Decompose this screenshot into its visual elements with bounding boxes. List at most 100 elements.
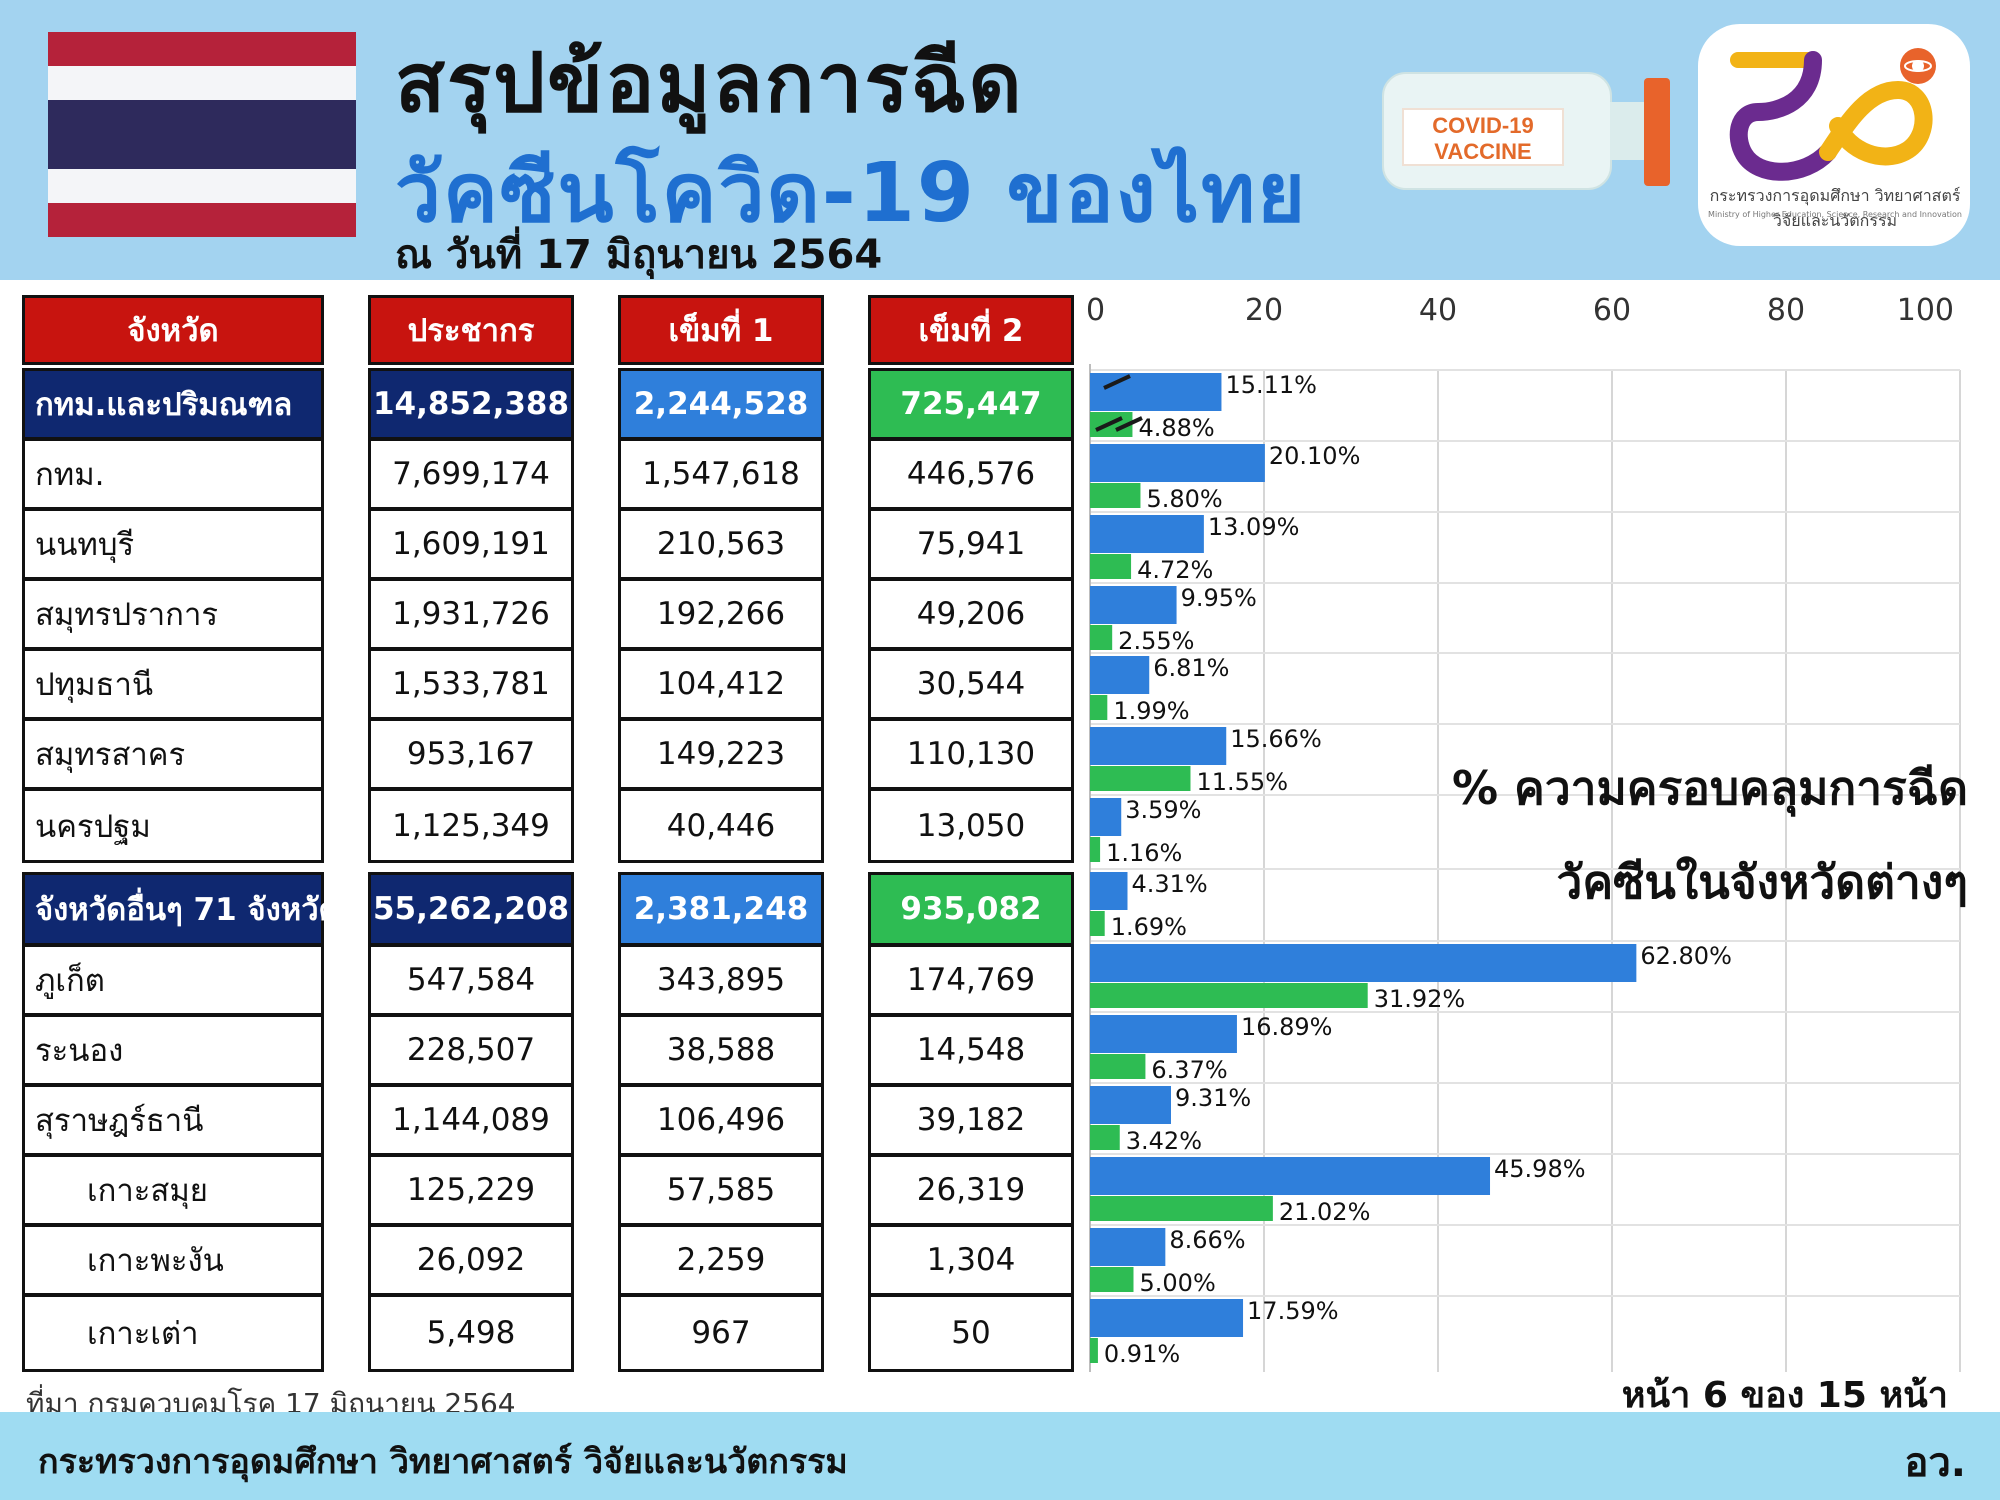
dose2-value: 935,082 xyxy=(868,872,1074,946)
mhesi-logo-icon xyxy=(1729,48,1936,181)
bar-dose2 xyxy=(1090,1338,1098,1363)
bar-dose2 xyxy=(1090,1054,1146,1079)
bar-dose1 xyxy=(1090,515,1204,553)
footer-bar: กระทรวงการอุดมศึกษา วิทยาศาสตร์ วิจัยและ… xyxy=(0,1412,2000,1500)
data-label-dose2: 4.88% xyxy=(1138,414,1214,442)
bar-dose2 xyxy=(1090,983,1368,1008)
dose2-value: 49,206 xyxy=(868,578,1074,650)
footer-ministry-abbr: อว. xyxy=(1904,1440,1966,1486)
dose2-value: 446,576 xyxy=(868,438,1074,510)
dose1-value: 1,547,618 xyxy=(618,438,824,510)
logo-ministry-name-en: Ministry of Higher Education, Science, R… xyxy=(1708,210,1962,219)
population-value: 26,092 xyxy=(368,1224,574,1296)
dose2-value: 725,447 xyxy=(868,368,1074,440)
province-name: สมุทรสาคร xyxy=(22,718,324,790)
bar-dose2 xyxy=(1090,766,1191,791)
population-value: 1,144,089 xyxy=(368,1084,574,1156)
bar-dose1 xyxy=(1090,872,1128,910)
data-label-dose2: 5.80% xyxy=(1146,485,1222,513)
bar-dose1 xyxy=(1090,727,1227,765)
population-value: 14,852,388 xyxy=(368,368,574,440)
x-tick-label: 40 xyxy=(1419,293,1457,328)
data-label-dose2: 21.02% xyxy=(1279,1198,1371,1226)
title-line-2: วัคซีนโควิด-19 ของไทย xyxy=(395,146,1308,241)
province-name: จังหวัดอื่นๆ 71 จังหวัด xyxy=(22,872,339,946)
province-name: ปทุมธานี xyxy=(22,648,324,720)
data-label-dose1: 9.95% xyxy=(1181,584,1257,612)
dose2-value: 1,304 xyxy=(868,1224,1074,1296)
data-label-dose1: 3.59% xyxy=(1125,796,1201,824)
province-name: กทม. xyxy=(22,438,324,510)
population-value: 1,125,349 xyxy=(368,788,574,863)
population-value: 55,262,208 xyxy=(368,872,574,946)
bar-dose1 xyxy=(1090,586,1177,624)
province-name: สุราษฎร์ธานี xyxy=(22,1084,324,1156)
dose2-value: 174,769 xyxy=(868,944,1074,1016)
bar-dose2 xyxy=(1090,1125,1120,1150)
bar-dose1 xyxy=(1090,1299,1244,1337)
dose1-value: 38,588 xyxy=(618,1014,824,1086)
data-label-dose2: 6.37% xyxy=(1151,1056,1227,1084)
province-name: กทม.และปริมณฑล xyxy=(22,368,324,440)
ministry-logo: กระทรวงการอุดมศึกษา วิทยาศาสตร์ วิจัยและ… xyxy=(1698,24,1970,246)
chart-title-line2: วัคซีนในจังหวัดต่างๆ xyxy=(1556,855,1968,909)
column-header-dose2: เข็มที่ 2 xyxy=(868,295,1074,365)
bar-dose1 xyxy=(1090,1086,1171,1124)
data-label-dose2: 11.55% xyxy=(1196,768,1288,796)
bar-dose2 xyxy=(1090,1196,1273,1221)
dose1-value: 104,412 xyxy=(618,648,824,720)
dose2-value: 13,050 xyxy=(868,788,1074,863)
data-label-dose1: 62.80% xyxy=(1640,942,1732,970)
coverage-bar-chart: 0 20 40 60 80 100 15.11% 4.88% 20.10% 5.80%13.09%… xyxy=(1086,293,1961,1372)
population-value: 953,167 xyxy=(368,718,574,790)
data-label-dose1: 15.11% xyxy=(1225,371,1317,399)
column-header-population: ประชากร xyxy=(368,295,574,365)
bar-dose2 xyxy=(1090,554,1132,579)
bar-dose2 xyxy=(1090,837,1101,862)
bar-dose1 xyxy=(1090,1157,1491,1195)
data-label-dose1: 15.66% xyxy=(1230,725,1322,753)
dose2-value: 110,130 xyxy=(868,718,1074,790)
title-line-1: สรุปข้อมูลการฉีด xyxy=(395,36,1024,131)
data-label-dose2: 1.69% xyxy=(1111,913,1187,941)
data-label-dose2: 2.55% xyxy=(1118,627,1194,655)
syringe-icon xyxy=(1095,416,1123,432)
bar-dose2 xyxy=(1090,695,1108,720)
province-name: เกาะสมุย xyxy=(22,1154,324,1226)
province-name: นครปฐม xyxy=(22,788,324,863)
vaccine-label-line1: COVID-19 xyxy=(1432,113,1534,138)
population-value: 547,584 xyxy=(368,944,574,1016)
vaccine-vial-icon: COVID-19 VACCINE xyxy=(1382,62,1672,202)
page-number: หน้า 6 ของ 15 หน้า xyxy=(1621,1375,1948,1416)
data-label-dose1: 8.66% xyxy=(1169,1226,1245,1254)
data-label-dose1: 6.81% xyxy=(1153,654,1229,682)
population-value: 1,609,191 xyxy=(368,508,574,580)
population-value: 1,931,726 xyxy=(368,578,574,650)
population-value: 5,498 xyxy=(368,1294,574,1372)
report-date: ณ วันที่ 17 มิถุนายน 2564 xyxy=(395,232,883,278)
data-label-dose1: 4.31% xyxy=(1131,870,1207,898)
data-label-dose2: 1.99% xyxy=(1113,697,1189,725)
bar-dose1 xyxy=(1090,798,1122,836)
dose2-value: 14,548 xyxy=(868,1014,1074,1086)
chart-title-line1: % ความครอบคลุมการฉีด xyxy=(1451,761,1968,815)
data-label-dose2: 1.16% xyxy=(1106,839,1182,867)
province-name: เกาะพะงัน xyxy=(22,1224,324,1296)
province-name: เกาะเต่า xyxy=(22,1294,324,1372)
x-tick-label: 20 xyxy=(1245,293,1283,328)
bar-dose2 xyxy=(1090,625,1113,650)
dose1-value: 2,244,528 xyxy=(618,368,824,440)
dose2-value: 50 xyxy=(868,1294,1074,1372)
x-tick-label: 60 xyxy=(1593,293,1631,328)
population-value: 125,229 xyxy=(368,1154,574,1226)
dose2-value: 39,182 xyxy=(868,1084,1074,1156)
dose1-value: 149,223 xyxy=(618,718,824,790)
bar-dose1 xyxy=(1090,444,1265,482)
bar-dose2 xyxy=(1090,1267,1134,1292)
bar-dose2 xyxy=(1090,483,1141,508)
syringe-icon xyxy=(1103,374,1131,390)
province-name: นนทบุรี xyxy=(22,508,324,580)
bar-dose1 xyxy=(1090,656,1150,694)
bar-dose2 xyxy=(1090,911,1105,936)
data-label-dose2: 4.72% xyxy=(1137,556,1213,584)
